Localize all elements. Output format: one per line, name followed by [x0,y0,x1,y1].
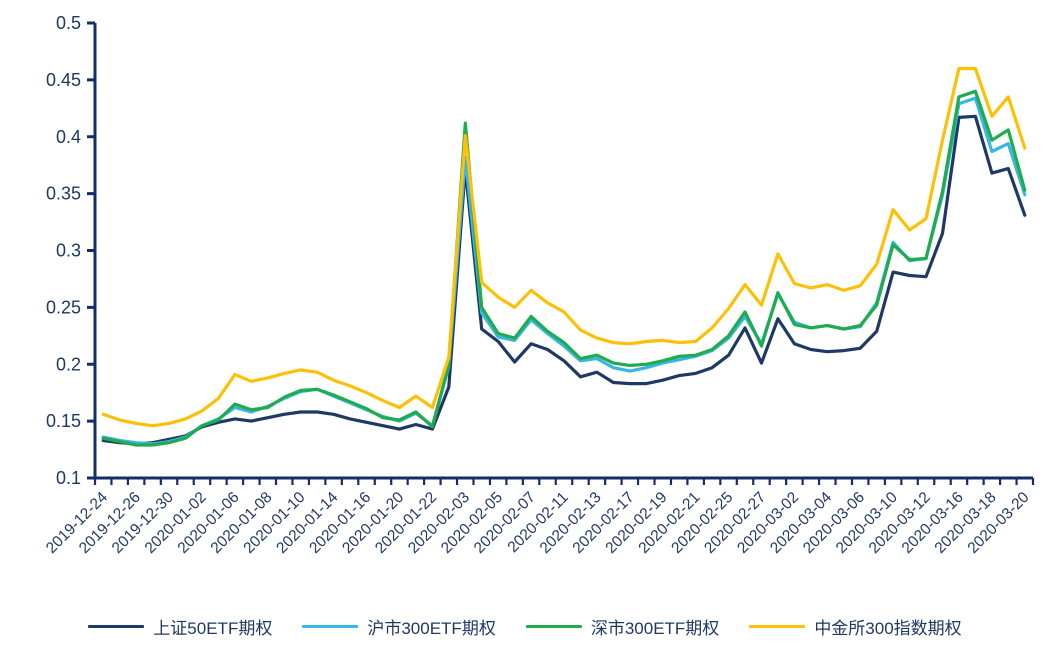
series-line-深市300ETF期权 [101,89,1027,447]
legend-swatch [88,625,145,628]
series-line-中金所300指数期权 [101,66,1027,428]
y-axis-tick-label: 0.5 [56,13,81,33]
chart-legend: 上证50ETF期权 沪市300ETF期权 深市300ETF期权 中金所300指数期权 [0,614,1050,639]
legend-label: 中金所300指数期权 [814,619,962,638]
legend-label: 深市300ETF期权 [590,619,720,638]
legend-item: 沪市300ETF期权 [302,614,496,639]
legend-label: 上证50ETF期权 [153,619,273,638]
y-axis-tick-label: 0.35 [46,184,81,204]
legend-item: 上证50ETF期权 [88,614,272,639]
legend-label: 沪市300ETF期权 [367,619,496,638]
series-line-上证50ETF期权 [101,114,1027,446]
y-axis-tick-label: 0.25 [46,297,81,317]
y-axis-tick-label: 0.45 [46,70,81,90]
chart-canvas: 0.50.450.40.350.30.250.20.150.12019-12-2… [43,13,1035,557]
y-axis-tick-label: 0.2 [56,354,81,374]
y-axis-tick-label: 0.4 [56,127,81,147]
legend-swatch [302,625,359,628]
legend-item: 深市300ETF期权 [525,614,720,639]
legend-swatch [749,625,806,628]
legend-item: 中金所300指数期权 [749,614,962,639]
legend-swatch [525,625,582,628]
y-axis-tick-label: 0.1 [56,468,81,488]
y-axis-tick-label: 0.15 [46,411,81,431]
y-axis-tick-label: 0.3 [56,241,81,261]
